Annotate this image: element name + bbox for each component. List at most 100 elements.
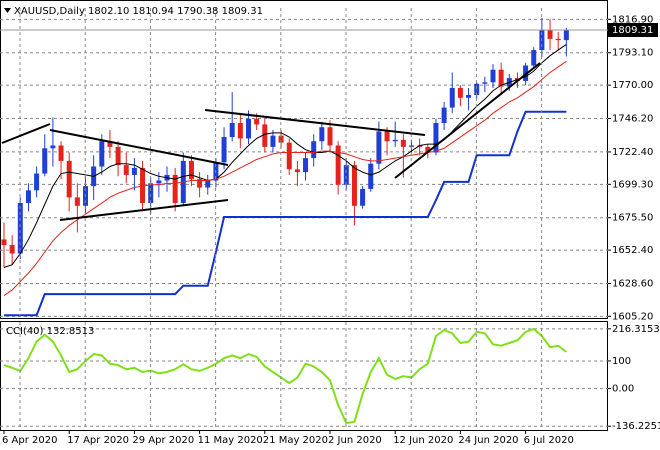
candle-body bbox=[115, 146, 121, 166]
x-tick-label: 29 Apr 2020 bbox=[132, 435, 194, 446]
candle-body bbox=[246, 118, 251, 139]
candle-body bbox=[156, 180, 162, 184]
x-tick-label: 6 Apr 2020 bbox=[2, 435, 57, 446]
y-tick-label: 1746.20 bbox=[612, 114, 653, 125]
x-tick-label: 11 May 2020 bbox=[198, 435, 263, 446]
candle-body bbox=[311, 141, 317, 159]
candle-body bbox=[99, 141, 105, 167]
candle-body bbox=[34, 173, 40, 191]
candle-body bbox=[555, 38, 561, 41]
x-tick-label: 2 Jun 2020 bbox=[328, 435, 382, 446]
candle-body bbox=[351, 165, 357, 206]
candle-body bbox=[58, 145, 64, 161]
candle-body bbox=[74, 197, 80, 206]
candle-body bbox=[449, 87, 455, 108]
x-tick-label: 17 Apr 2020 bbox=[67, 435, 129, 446]
y-tick-label: 1793.10 bbox=[612, 48, 653, 59]
y-tick-label: 216.3153 bbox=[612, 324, 660, 335]
candle-body bbox=[360, 188, 366, 206]
candle-body bbox=[107, 141, 113, 147]
candle-body bbox=[466, 94, 472, 98]
candle-body bbox=[188, 160, 194, 180]
candle-body bbox=[148, 183, 154, 203]
candle-body bbox=[205, 180, 211, 188]
candle-body bbox=[66, 160, 72, 198]
y-tick-label: 1770.00 bbox=[612, 80, 653, 91]
candle-body bbox=[563, 30, 569, 41]
candle-body bbox=[294, 169, 300, 173]
candle-body bbox=[417, 145, 423, 147]
cci-title: CCI(40) 132.8513 bbox=[6, 326, 94, 337]
indicator-line bbox=[4, 110, 567, 317]
candle-body bbox=[229, 123, 235, 138]
candle-body bbox=[278, 135, 284, 143]
trendline bbox=[49, 129, 229, 166]
candle-body bbox=[490, 69, 496, 83]
indicator-line bbox=[3, 60, 567, 296]
candle-body bbox=[547, 30, 553, 39]
candle-body bbox=[384, 131, 390, 142]
candle-body bbox=[9, 245, 15, 254]
cci-frame bbox=[0, 321, 608, 431]
trendline bbox=[204, 109, 426, 136]
trendline bbox=[394, 62, 541, 179]
x-tick-label: 12 Jun 2020 bbox=[393, 435, 453, 446]
candle-body bbox=[457, 87, 463, 98]
y-tick-label: 0.00 bbox=[612, 384, 634, 395]
candle-body bbox=[482, 82, 488, 84]
candle-body bbox=[376, 131, 382, 164]
candle-body bbox=[197, 179, 203, 188]
candle-body bbox=[50, 145, 56, 149]
candle-body bbox=[303, 158, 309, 173]
candle-body bbox=[498, 69, 504, 87]
candle-body bbox=[237, 123, 243, 139]
price-label: 1809.31 bbox=[612, 25, 653, 36]
cci-line bbox=[3, 327, 567, 425]
candle-body bbox=[400, 139, 406, 147]
y-tick-label: 100 bbox=[612, 356, 631, 367]
candle-body bbox=[42, 148, 48, 174]
indicator-line bbox=[3, 44, 567, 268]
candle-body bbox=[441, 107, 447, 124]
trendline bbox=[59, 199, 229, 221]
y-tick-label: 1722.40 bbox=[612, 147, 653, 158]
candle-body bbox=[172, 174, 178, 203]
candle-body bbox=[25, 190, 31, 203]
y-tick-label: -136.2251 bbox=[612, 421, 660, 432]
candle-body bbox=[433, 123, 439, 153]
trendline bbox=[1, 123, 51, 144]
candle-body bbox=[392, 139, 398, 142]
x-tick-label: 6 Jul 2020 bbox=[524, 435, 574, 446]
candle-body bbox=[123, 165, 129, 175]
y-tick-label: 1699.30 bbox=[612, 179, 653, 190]
candle-body bbox=[1, 239, 7, 246]
candle-body bbox=[335, 145, 341, 185]
chart-title: XAUUSD,Daily bbox=[14, 6, 85, 17]
main-frame bbox=[0, 0, 608, 319]
ohlc-readout: 1802.10 1810.94 1790.38 1809.31 bbox=[88, 6, 263, 17]
price-box bbox=[608, 23, 658, 38]
trendlines bbox=[1, 62, 541, 221]
x-tick-label: 24 Jun 2020 bbox=[458, 435, 518, 446]
candle-body bbox=[254, 118, 260, 125]
x-tick-label: 21 May 2020 bbox=[263, 435, 328, 446]
candle-body bbox=[286, 142, 292, 170]
y-tick-label: 1628.60 bbox=[612, 278, 653, 289]
candle-body bbox=[262, 124, 268, 147]
y-tick-label: 1605.20 bbox=[612, 311, 653, 322]
candle-body bbox=[140, 167, 146, 203]
candle-body bbox=[319, 127, 325, 142]
candle-body bbox=[270, 135, 276, 147]
candle-body bbox=[474, 83, 480, 95]
candle-body bbox=[343, 165, 349, 185]
candle-body bbox=[221, 137, 227, 163]
y-tick-label: 1675.50 bbox=[612, 213, 653, 224]
candle-body bbox=[131, 167, 137, 175]
menu-arrow[interactable] bbox=[4, 8, 11, 13]
candle-body bbox=[327, 127, 333, 146]
candle-body bbox=[368, 163, 374, 189]
candle-body bbox=[425, 146, 431, 153]
candle-body bbox=[531, 50, 537, 66]
y-tick-label: 1652.40 bbox=[612, 245, 653, 256]
